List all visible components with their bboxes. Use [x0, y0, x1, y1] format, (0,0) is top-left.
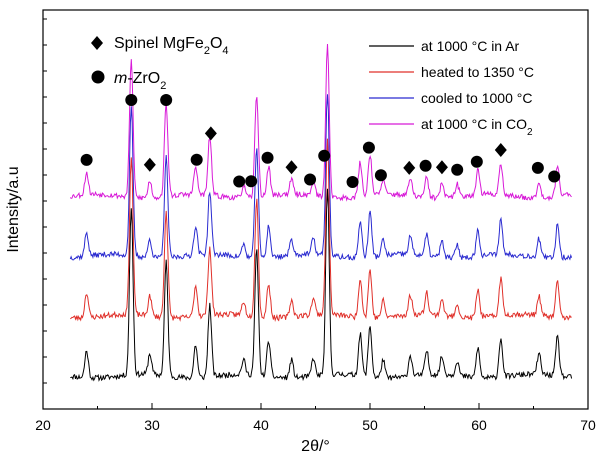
zro2-marker — [346, 175, 359, 188]
spinel-marker — [204, 126, 217, 141]
series-line-4 — [69, 43, 572, 202]
spinel-legend-label: Spinel MgFe2O4 — [114, 35, 229, 57]
legend-label-3: cooled to 1000 °C — [421, 90, 532, 106]
legend-label-1: at 1000 °C in Ar — [421, 38, 520, 54]
zro2-legend-symbol — [91, 70, 105, 84]
marker-layer — [80, 94, 561, 188]
zro2-marker — [548, 170, 561, 183]
spinel-marker — [435, 160, 448, 175]
x-tick-label: 40 — [253, 417, 269, 433]
zro2-marker — [419, 159, 432, 172]
series-line-2 — [70, 138, 572, 322]
phase-legend: Spinel MgFe2O4 m-ZrO2 — [91, 35, 229, 92]
zro2-marker — [245, 175, 258, 188]
legend-label-4: at 1000 °C in CO2 — [421, 116, 533, 138]
x-tick-label: 30 — [144, 417, 160, 433]
series-line-3 — [69, 94, 573, 262]
series-layer — [69, 43, 573, 382]
zro2-marker — [374, 169, 387, 182]
zro2-legend-label: m-ZrO2 — [114, 70, 166, 92]
zro2-marker — [125, 94, 138, 106]
spinel-marker — [143, 157, 156, 172]
series-legend: at 1000 °C in Ar heated to 1350 °C cooled … — [369, 38, 534, 138]
zro2-marker — [318, 149, 331, 162]
zro2-marker — [261, 151, 274, 164]
y-axis-ticks — [43, 18, 47, 384]
zro2-marker — [233, 175, 246, 188]
x-tick-label: 20 — [35, 417, 51, 433]
spinel-marker — [285, 160, 298, 175]
series-line-1 — [70, 188, 573, 382]
x-tick-label: 50 — [362, 417, 378, 433]
spinel-marker — [403, 160, 416, 175]
zro2-marker — [362, 141, 375, 154]
zro2-marker — [80, 153, 93, 166]
zro2-marker — [470, 155, 483, 168]
zro2-marker — [190, 153, 203, 166]
zro2-marker — [451, 163, 464, 176]
zro2-marker — [531, 161, 544, 174]
x-tick-label: 70 — [580, 417, 596, 433]
x-axis-label: 2θ/° — [301, 438, 330, 455]
spinel-marker — [494, 143, 507, 158]
x-axis-ticks: 20 30 40 50 60 70 — [35, 403, 596, 433]
x-tick-label: 60 — [471, 417, 487, 433]
y-axis-label: Intensity/a.u — [5, 166, 22, 252]
zro2-marker — [160, 94, 173, 106]
legend-label-2: heated to 1350 °C — [421, 64, 534, 80]
spinel-legend-symbol — [91, 36, 103, 50]
zro2-marker — [304, 173, 317, 186]
